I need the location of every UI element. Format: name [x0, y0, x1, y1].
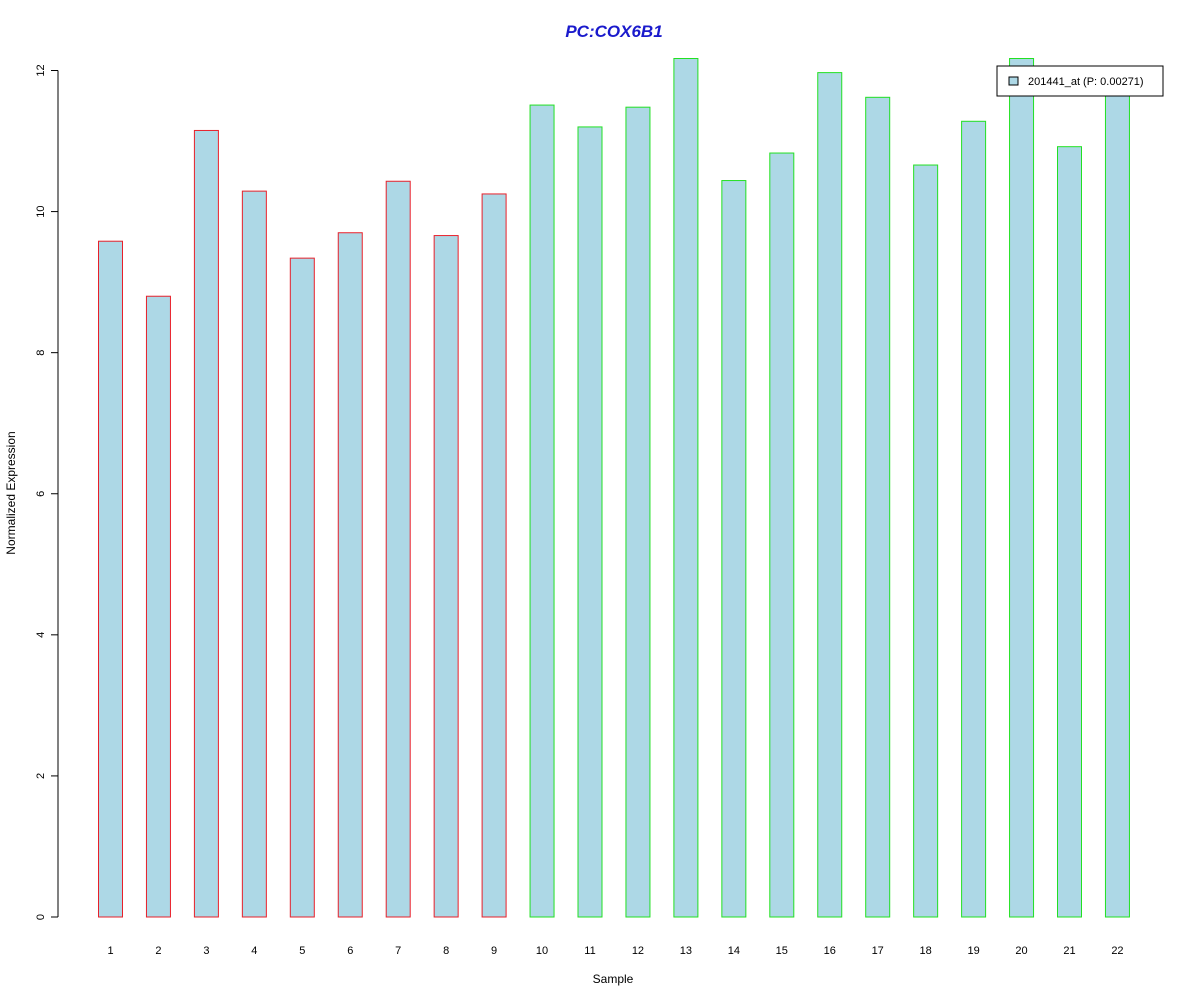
chart-title: PC:COX6B1 — [565, 22, 662, 41]
x-tick-label: 18 — [920, 945, 932, 957]
bar — [625, 106, 651, 918]
bar — [481, 193, 507, 918]
x-axis-title: Sample — [593, 972, 634, 986]
legend-box — [996, 65, 1164, 97]
bar — [289, 257, 315, 918]
x-tick-label: 20 — [1015, 945, 1027, 957]
x-tick-label: 8 — [443, 945, 449, 957]
bar — [433, 235, 459, 918]
bar — [145, 295, 171, 918]
x-tick-label: 3 — [203, 945, 209, 957]
y-tick-label: 0 — [35, 914, 47, 920]
x-tick-label: 5 — [299, 945, 305, 957]
x-tick-label: 6 — [347, 945, 353, 957]
y-axis-title: Normalized Expression — [4, 431, 18, 554]
bar — [337, 232, 363, 918]
x-tick-label: 21 — [1063, 945, 1075, 957]
bar — [241, 190, 267, 918]
y-tick-label: 10 — [35, 205, 47, 217]
bar — [529, 104, 555, 918]
bar — [865, 96, 891, 918]
x-tick-label: 10 — [536, 945, 548, 957]
y-tick-label: 8 — [35, 350, 47, 356]
bar — [193, 129, 219, 918]
bars-group — [98, 58, 1130, 918]
bar — [1104, 86, 1130, 918]
bar — [385, 180, 411, 918]
y-tick-label: 4 — [35, 632, 47, 638]
legend: 201441_at (P: 0.00271) — [996, 65, 1164, 97]
x-tick-label: 7 — [395, 945, 401, 957]
x-tick-label: 19 — [967, 945, 979, 957]
x-tick-label: 15 — [776, 945, 788, 957]
bar — [1009, 58, 1035, 918]
y-tick-label: 2 — [35, 773, 47, 779]
bar — [577, 126, 603, 918]
x-axis-labels: 1 2 3 4 5 6 7 8 9 10 11 12 13 14 15 16 17 18 19 20 21 22 — [107, 945, 1123, 957]
y-axis: 0 2 4 6 8 10 12 — [35, 64, 59, 920]
x-tick-label: 16 — [824, 945, 836, 957]
legend-label: 201441_at (P: 0.00271) — [1028, 76, 1144, 88]
x-tick-label: 2 — [155, 945, 161, 957]
bar — [98, 240, 123, 918]
bar — [721, 180, 747, 918]
bar — [1057, 146, 1082, 918]
y-tick-label: 12 — [35, 64, 47, 76]
x-tick-label: 4 — [251, 945, 257, 957]
x-tick-label: 1 — [107, 945, 113, 957]
x-tick-label: 13 — [680, 945, 692, 957]
x-tick-label: 17 — [872, 945, 884, 957]
bar — [913, 164, 939, 918]
x-tick-label: 11 — [584, 945, 595, 957]
x-tick-label: 22 — [1111, 945, 1123, 957]
legend-swatch — [1008, 76, 1019, 86]
x-tick-label: 9 — [491, 945, 497, 957]
y-tick-label: 6 — [35, 491, 47, 497]
x-tick-label: 12 — [632, 945, 644, 957]
x-tick-label: 14 — [728, 945, 740, 957]
bar — [673, 58, 699, 918]
bar — [961, 120, 987, 918]
bar — [769, 152, 795, 918]
bar — [817, 72, 843, 918]
